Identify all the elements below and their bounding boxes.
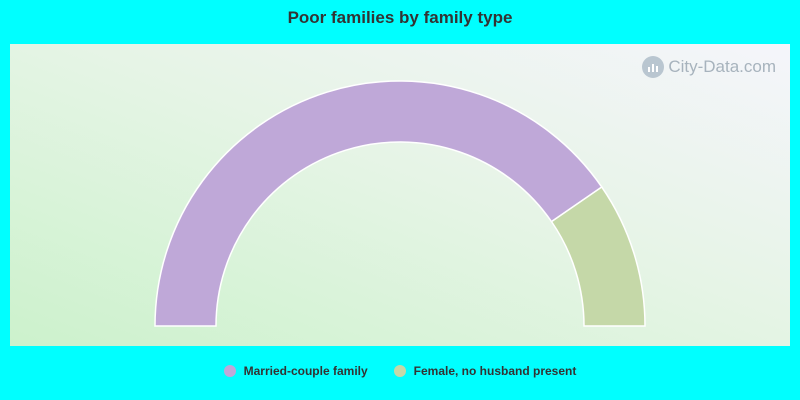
watermark-text: City-Data.com	[668, 57, 776, 76]
legend-label: Married-couple family	[243, 364, 368, 378]
legend-item-female-no-husband-present[interactable]: Female, no husband present	[393, 364, 577, 378]
watermark: City-Data.com	[642, 56, 776, 78]
legend-item-married-couple-family[interactable]: Married-couple family	[223, 364, 368, 378]
plot-area: City-Data.com	[10, 44, 790, 346]
legend-swatch	[223, 365, 236, 377]
legend: Married-couple family Female, no husband …	[0, 364, 800, 378]
legend-label: Female, no husband present	[413, 364, 577, 378]
chart-title: Poor families by family type	[287, 8, 513, 27]
slice-married-couple-family[interactable]	[154, 80, 603, 327]
legend-swatch	[393, 365, 406, 377]
city-data-logo-icon	[642, 56, 665, 78]
slice-female-no-husband-present[interactable]	[550, 185, 646, 327]
chart-svg	[154, 80, 646, 327]
